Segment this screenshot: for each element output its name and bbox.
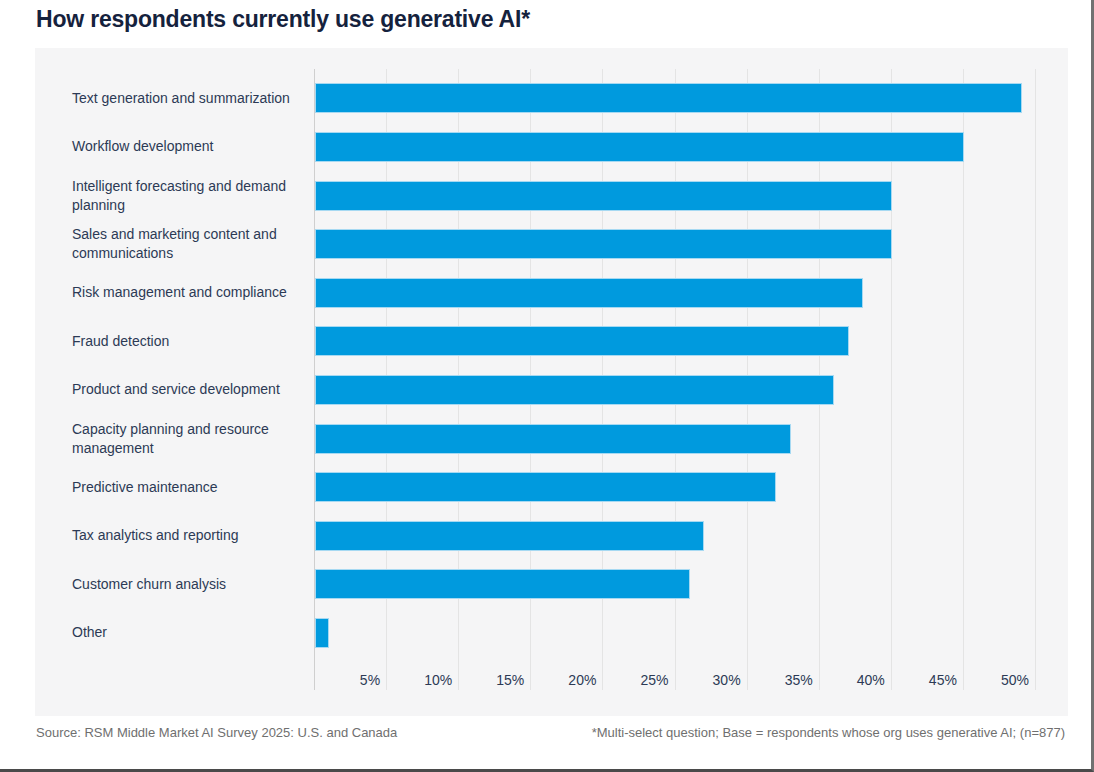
- bar: [315, 181, 892, 211]
- bar: [315, 278, 863, 308]
- x-tick-label: 45%: [897, 671, 957, 689]
- category-label: Customer churn analysis: [72, 560, 312, 608]
- category-label: Predictive maintenance: [72, 463, 312, 511]
- bar: [315, 521, 704, 551]
- category-label: Text generation and summarization: [72, 74, 312, 122]
- gridline: [1035, 69, 1036, 690]
- x-tick-label: 15%: [464, 671, 524, 689]
- category-label: Product and service development: [72, 366, 312, 414]
- plot-area: 5% 10% 15% 20% 25% 30% 35% 40% 45% 50% Text genera…: [35, 48, 1068, 716]
- bar: [315, 424, 791, 454]
- figure: How respondents currently use generative…: [0, 0, 1094, 772]
- gridline: [963, 69, 964, 690]
- bar: [315, 229, 892, 259]
- bar: [315, 326, 849, 356]
- bar: [315, 569, 690, 599]
- x-tick-label: 50%: [969, 671, 1029, 689]
- x-tick-label: 40%: [825, 671, 885, 689]
- x-tick-label: 20%: [536, 671, 596, 689]
- bar: [315, 472, 776, 502]
- chart-title: How respondents currently use generative…: [36, 6, 530, 33]
- x-tick-label: 35%: [753, 671, 813, 689]
- x-tick-label: 10%: [392, 671, 452, 689]
- category-label: Capacity planning and resource managemen…: [72, 415, 312, 463]
- bar: [315, 375, 834, 405]
- category-label: Fraud detection: [72, 317, 312, 365]
- source-note: Source: RSM Middle Market AI Survey 2025…: [36, 725, 397, 740]
- bar: [315, 132, 964, 162]
- x-tick-label: 5%: [320, 671, 380, 689]
- category-label: Risk management and compliance: [72, 269, 312, 317]
- category-label: Workflow development: [72, 123, 312, 171]
- bar: [315, 83, 1022, 113]
- bar: [315, 618, 329, 648]
- category-label: Tax analytics and reporting: [72, 512, 312, 560]
- x-tick-label: 25%: [609, 671, 669, 689]
- category-label: Sales and marketing content and communic…: [72, 220, 312, 268]
- footnote: *Multi-select question; Base = responden…: [592, 725, 1065, 740]
- category-label: Other: [72, 609, 312, 657]
- category-label: Intelligent forecasting and demand plann…: [72, 172, 312, 220]
- x-tick-label: 30%: [681, 671, 741, 689]
- gridline: [891, 69, 892, 690]
